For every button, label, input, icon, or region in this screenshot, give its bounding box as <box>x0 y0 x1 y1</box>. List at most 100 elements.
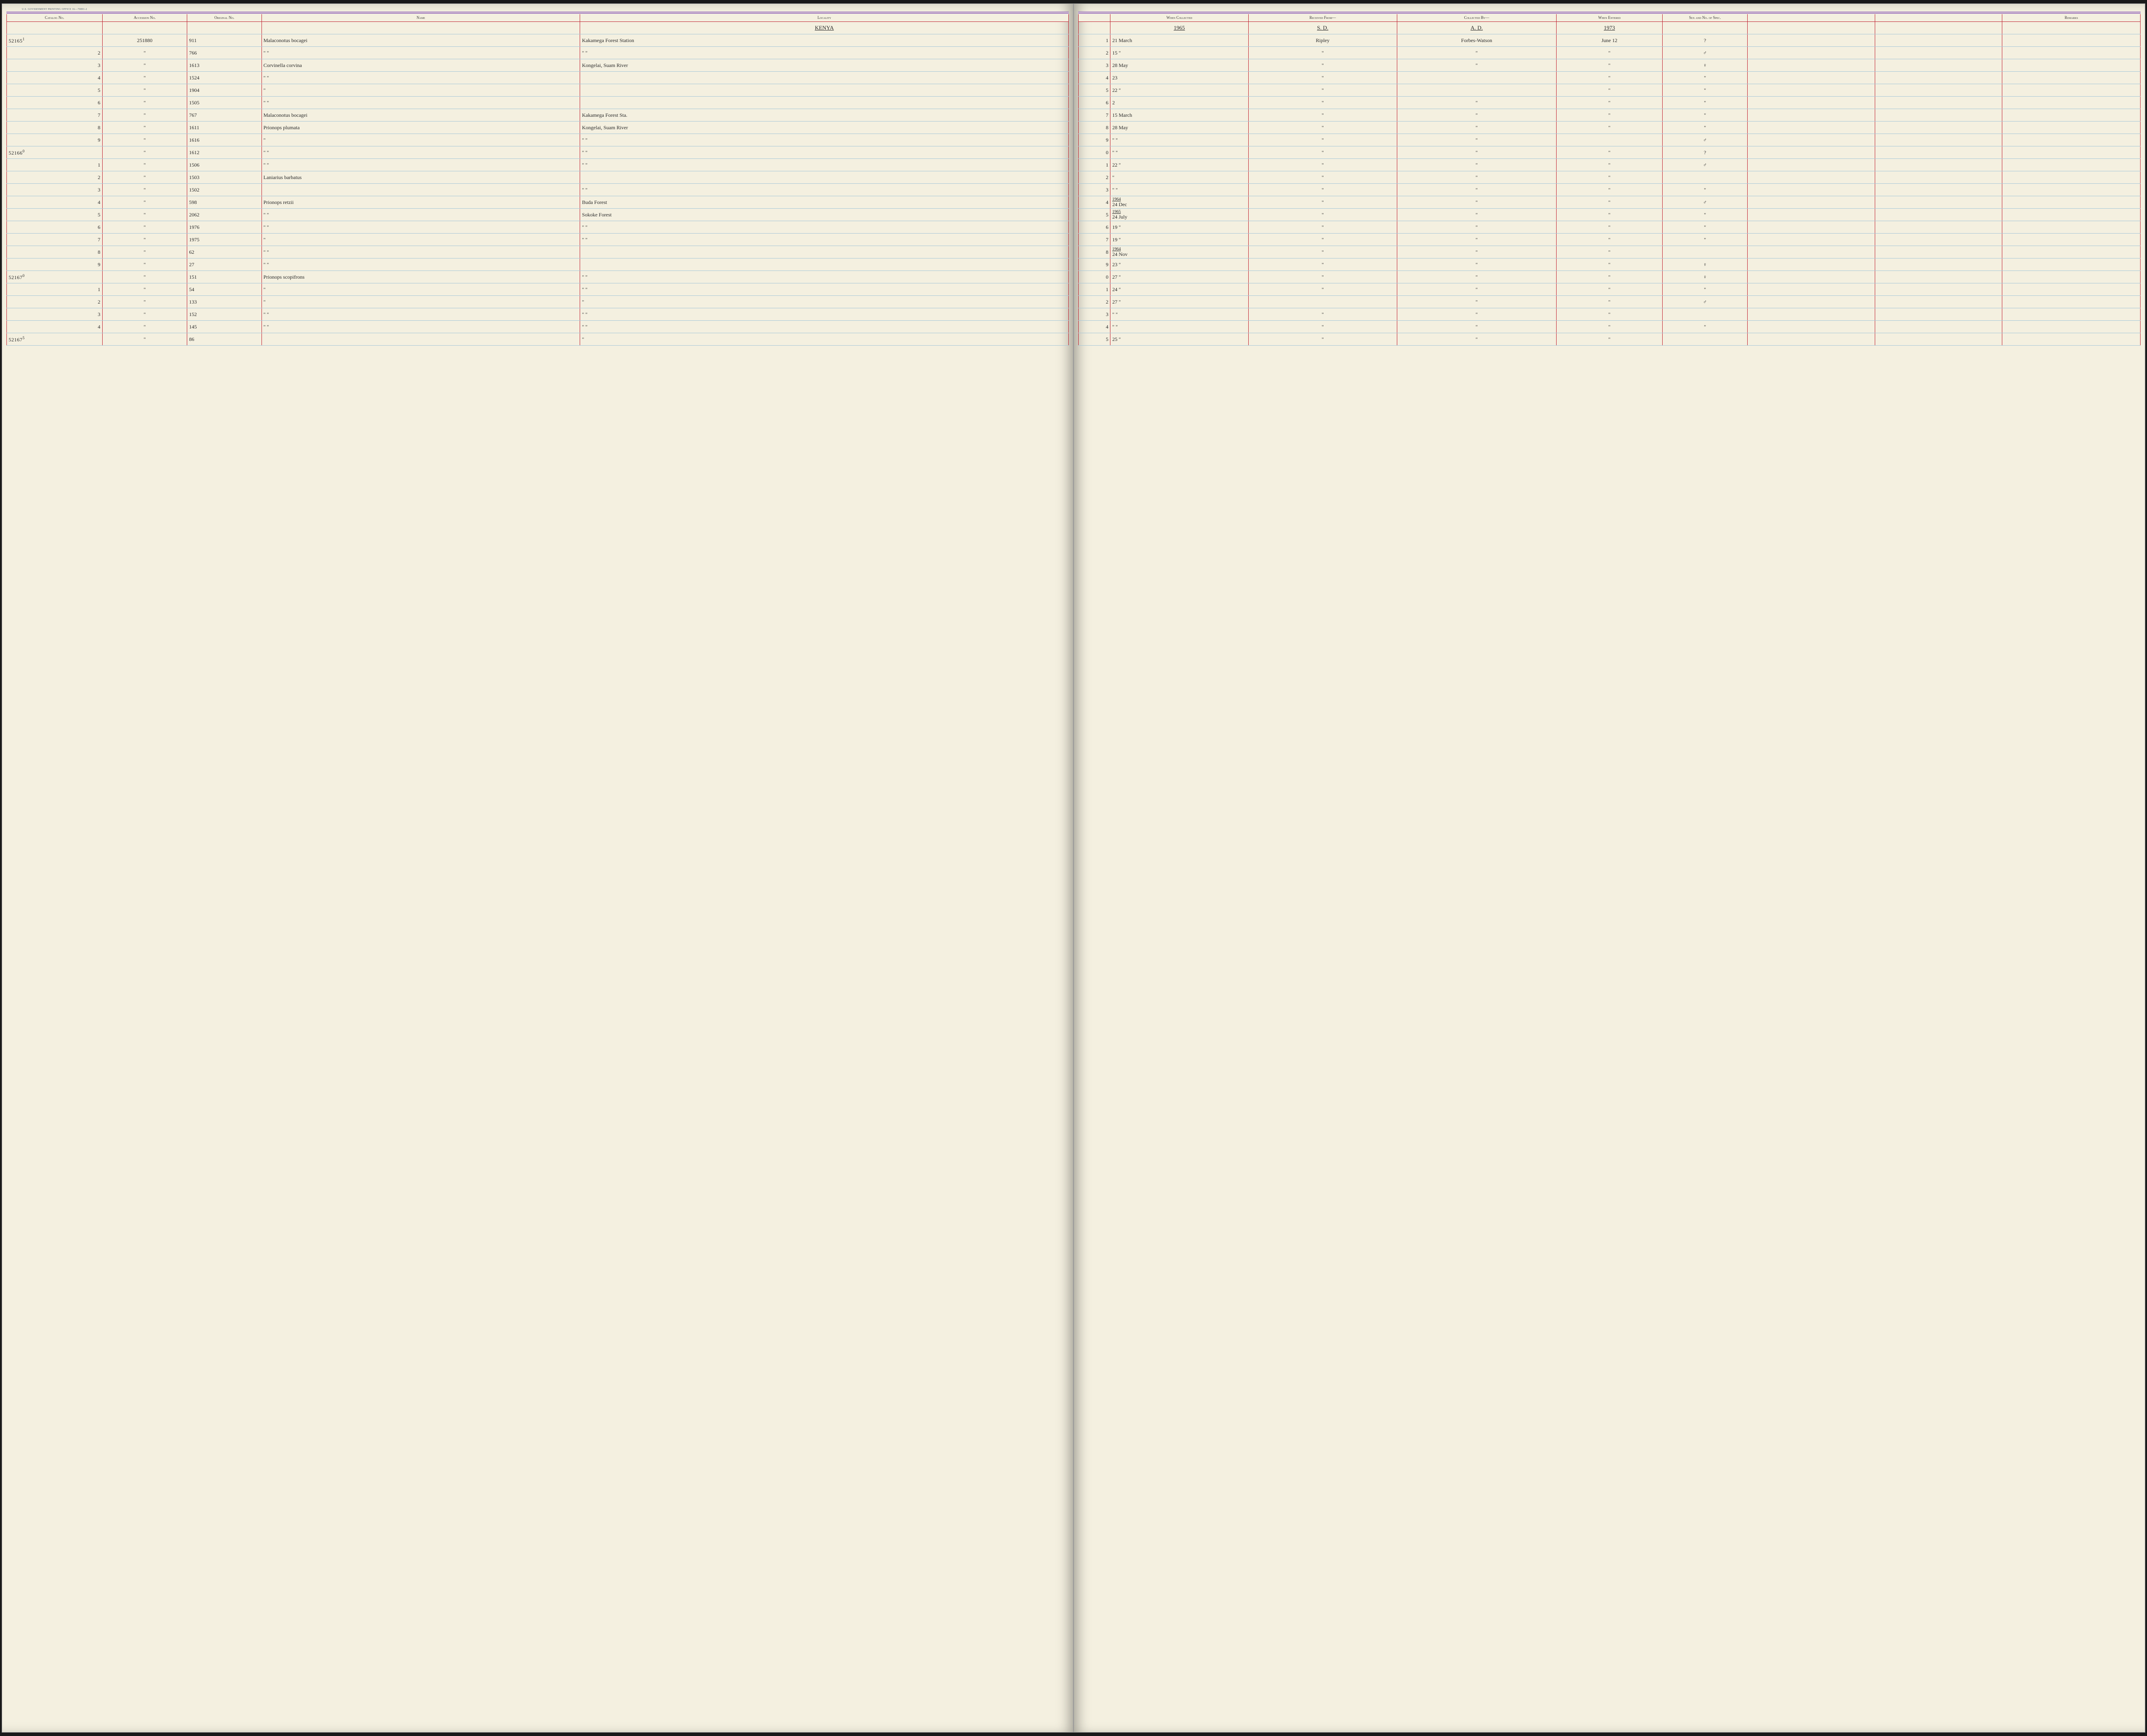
cell-when-collected: " " <box>1110 308 1248 321</box>
cell-name: Malaconotus bocagei <box>262 109 580 122</box>
cell-catalog: 3 <box>7 184 103 196</box>
table-row: 521670"151Prionops scopifrons" " <box>7 271 1069 283</box>
cell-catalog: 7 <box>7 234 103 246</box>
col-locality: Locality <box>580 14 1069 22</box>
cell-remarks <box>2002 333 2141 346</box>
cell-locality: Kongelai, Suam River <box>580 59 1069 72</box>
cell-when-collected: 15 March <box>1110 109 1248 122</box>
cell-catalog: 2 <box>7 47 103 59</box>
cell-received-from: " <box>1248 234 1397 246</box>
table-row: 521675"86" <box>7 333 1069 346</box>
cell-when-collected: 196524 July <box>1110 209 1248 221</box>
cell-idx <box>1079 22 1110 34</box>
col-original-no: Original No. <box>187 14 262 22</box>
table-row: 9"1616"" " <box>7 134 1069 146</box>
cell-accession: " <box>102 184 187 196</box>
cell-remarks <box>2002 146 2141 159</box>
cell-blank <box>1875 22 2002 34</box>
cell-name: " " <box>262 258 580 271</box>
cell-when-entered: " <box>1556 296 1662 308</box>
cell-idx: 0 <box>1079 271 1110 283</box>
cell-blank <box>1747 209 1875 221</box>
table-row: 5"2062" "Sokoke Forest <box>7 209 1069 221</box>
cell-idx: 8 <box>1079 246 1110 258</box>
cell-when-entered: June 12 <box>1556 34 1662 47</box>
cell-original: 1503 <box>187 171 262 184</box>
cell-sex: " <box>1663 122 1748 134</box>
gov-print-line: U.S. GOVERNMENT PRINTING OFFICE 16—70891… <box>22 8 87 11</box>
cell-idx: 1 <box>1079 283 1110 296</box>
cell-name: " " <box>262 221 580 234</box>
cell-when-collected: 2 <box>1110 97 1248 109</box>
cell-sex: ♂ <box>1663 159 1748 171</box>
cell-collected-by: " <box>1397 122 1556 134</box>
cell-catalog: 4 <box>7 72 103 84</box>
cell-locality: " " <box>580 134 1069 146</box>
table-row: 8196424 Nov""" <box>1079 246 2141 258</box>
cell-sex <box>1663 308 1748 321</box>
cell-original: 54 <box>187 283 262 296</box>
cell-collected-by: " <box>1397 246 1556 258</box>
cell-collected-by: " <box>1397 184 1556 196</box>
cell-catalog: 6 <box>7 221 103 234</box>
cell-when-entered: " <box>1556 184 1662 196</box>
cell-idx: 0 <box>1079 146 1110 159</box>
cell-sex: ♂ <box>1663 296 1748 308</box>
cell-blank <box>1747 246 1875 258</box>
ledger-left-page: U.S. GOVERNMENT PRINTING OFFICE 16—70891… <box>2 3 1074 1733</box>
table-row: 719 """"" <box>1079 234 2141 246</box>
table-row: 8"1611Prionops plumataKongelai, Suam Riv… <box>7 122 1069 134</box>
cell-original: 27 <box>187 258 262 271</box>
cell-locality: Kakamega Forest Station <box>580 34 1069 47</box>
cell-received-from: " <box>1248 134 1397 146</box>
table-row: 4"1524" " <box>7 72 1069 84</box>
cell-blank <box>1875 184 2002 196</box>
cell-original <box>187 22 262 34</box>
cell-received-from: " <box>1248 321 1397 333</box>
cell-collected-by: Forbes-Watson <box>1397 34 1556 47</box>
cell-when-collected: 27 " <box>1110 271 1248 283</box>
cell-locality <box>580 171 1069 184</box>
cell-catalog: 4 <box>7 321 103 333</box>
table-row: 3"152" "" " <box>7 308 1069 321</box>
cell-locality: Sokoke Forest <box>580 209 1069 221</box>
ledger-book: U.S. GOVERNMENT PRINTING OFFICE 16—70891… <box>0 0 2147 1736</box>
cell-blank <box>1747 84 1875 97</box>
cell-original: 598 <box>187 196 262 209</box>
cell-name: " " <box>262 97 580 109</box>
cell-original: 145 <box>187 321 262 333</box>
table-row: 9"27" " <box>7 258 1069 271</box>
cell-sex: " <box>1663 234 1748 246</box>
cell-name: " <box>262 296 580 308</box>
cell-when-entered: " <box>1556 84 1662 97</box>
col-accession-no: Accession No. <box>102 14 187 22</box>
cell-received-from: " <box>1248 184 1397 196</box>
cell-when-collected: 22 " <box>1110 159 1248 171</box>
cell-blank <box>1747 196 1875 209</box>
cell-when-entered: " <box>1556 308 1662 321</box>
context-row: 1965S. D.A. D.1973 <box>1079 22 2141 34</box>
cell-remarks <box>2002 283 2141 296</box>
cell-locality <box>580 246 1069 258</box>
cell-blank <box>1875 308 2002 321</box>
cell-when-collected: 21 March <box>1110 34 1248 47</box>
cell-received-from: " <box>1248 271 1397 283</box>
cell-blank <box>1747 34 1875 47</box>
cell-blank <box>1747 97 1875 109</box>
table-row: 5"1904" <box>7 84 1069 97</box>
cell-idx: 2 <box>1079 171 1110 184</box>
cell-original: 1612 <box>187 146 262 159</box>
cell-name: Prionops plumata <box>262 122 580 134</box>
cell-locality: Buda Forest <box>580 196 1069 209</box>
cell-blank <box>1875 122 2002 134</box>
cell-sex: " <box>1663 72 1748 84</box>
cell-catalog: 1 <box>7 159 103 171</box>
cell-original: 1975 <box>187 234 262 246</box>
cell-when-entered: " <box>1556 72 1662 84</box>
table-row: 9" """♂ <box>1079 134 2141 146</box>
table-row: 521651251880911Malaconotus bocageiKakame… <box>7 34 1069 47</box>
cell-blank <box>1747 109 1875 122</box>
cell-when-entered: " <box>1556 321 1662 333</box>
table-row: 4"598Prionops retziiBuda Forest <box>7 196 1069 209</box>
cell-blank <box>1875 47 2002 59</box>
